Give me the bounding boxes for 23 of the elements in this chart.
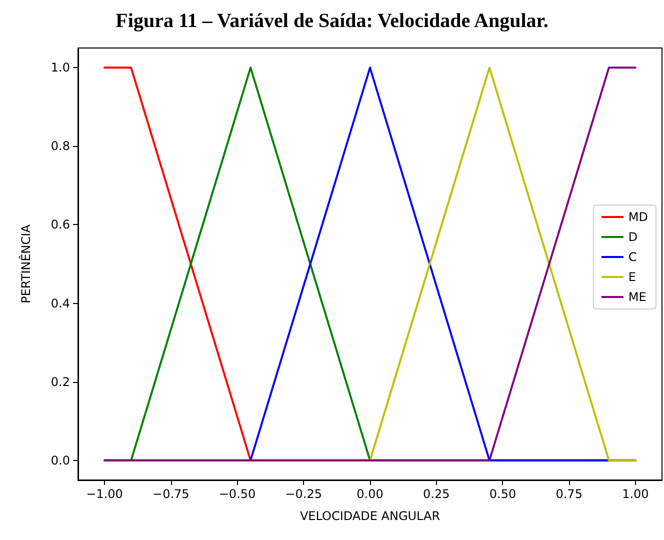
x-tick-label: −0.50: [218, 487, 256, 501]
legend-label: ME: [628, 290, 646, 304]
x-tick-label: −1.00: [86, 487, 123, 501]
x-tick-label: 0.75: [556, 487, 582, 501]
x-tick-label: 0.00: [356, 487, 384, 501]
legend-label: E: [628, 270, 636, 284]
y-tick-label: 0.8: [50, 139, 70, 154]
x-tick-label: −0.75: [152, 487, 190, 501]
x-tick-label: 0.25: [423, 487, 450, 501]
y-tick-label: 1.0: [50, 60, 70, 75]
x-tick-label: 0.50: [489, 487, 516, 501]
y-tick-label: 0.0: [50, 453, 70, 468]
x-tick-label: −0.25: [285, 487, 322, 501]
legend-label: D: [628, 230, 638, 244]
y-tick-label: 0.4: [50, 296, 70, 310]
y-axis-title: PERTINÊNCIA: [18, 224, 33, 304]
y-tick-label: 0.2: [50, 374, 70, 389]
x-tick-label: 1.00: [622, 487, 649, 501]
chart-title: Figura 11 – Variável de Saída: Velocidade Angular.: [116, 10, 548, 32]
x-axis-title: VELOCIDADE ANGULAR: [300, 509, 440, 523]
legend-label: C: [628, 250, 637, 264]
y-tick-label: 0.6: [50, 218, 70, 232]
legend-label: MD: [628, 210, 648, 224]
